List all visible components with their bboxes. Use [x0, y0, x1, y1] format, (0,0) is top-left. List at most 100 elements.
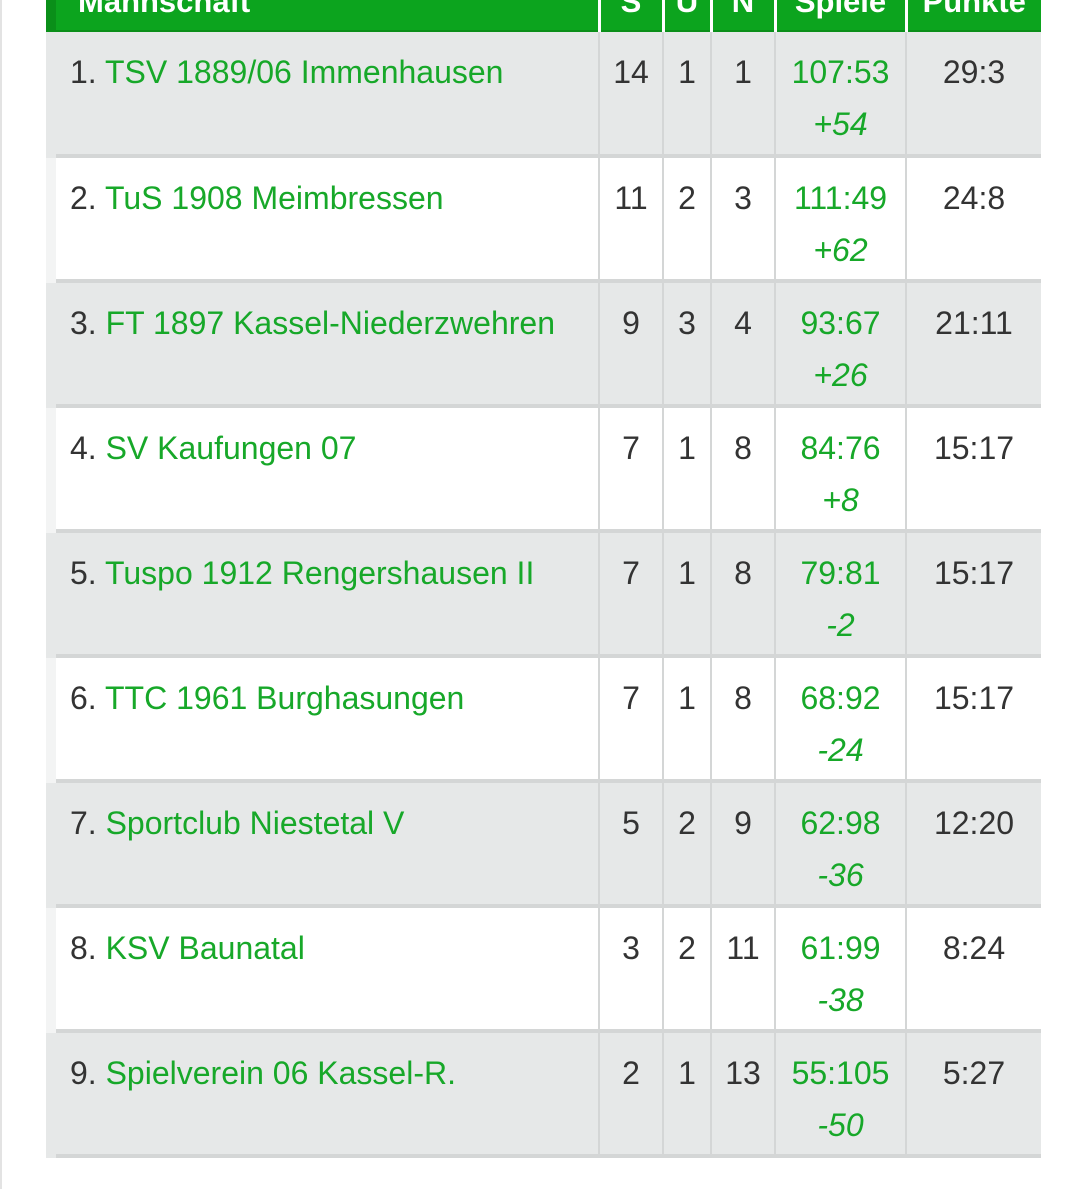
games-cell[interactable]: 61:99 -38 — [775, 906, 907, 1033]
team-cell: 5. Tuspo 1912 Rengershausen II — [46, 531, 600, 658]
table-row: 3. FT 1897 Kassel-Niederzwehren 9 3 4 93:67 +… — [46, 281, 1041, 408]
losses-cell: 13 — [711, 1031, 776, 1158]
team-cell: 3. FT 1897 Kassel-Niederzwehren — [46, 281, 600, 408]
table-body: 1. TSV 1889/06 Immenhausen 14 1 1 107:53 +54 2… — [46, 31, 1041, 1158]
team-link[interactable]: Tuspo 1912 Rengershausen II — [105, 555, 535, 591]
games-score[interactable]: 84:76 — [800, 430, 881, 466]
draws-cell: 1 — [663, 406, 712, 533]
wins-cell: 14 — [599, 31, 664, 158]
header-team[interactable]: Mannschaft — [46, 0, 601, 32]
games-cell[interactable]: 79:81 -2 — [775, 531, 907, 658]
games-difference: -24 — [817, 732, 864, 768]
rank: 9. — [70, 1055, 97, 1091]
team-link[interactable]: TSV 1889/06 Immenhausen — [105, 54, 504, 90]
draws-cell: 3 — [663, 281, 712, 408]
team-link[interactable]: KSV Baunatal — [105, 930, 305, 966]
games-cell[interactable]: 62:98 -36 — [775, 781, 907, 908]
table-row: 9. Spielverein 06 Kassel-R. 2 1 13 55:105 -50… — [46, 1031, 1041, 1158]
games-cell[interactable]: 84:76 +8 — [775, 406, 907, 533]
rank: 7. — [70, 805, 97, 841]
wins-cell: 9 — [599, 281, 664, 408]
losses-cell: 11 — [711, 906, 776, 1033]
games-score[interactable]: 111:49 — [793, 180, 888, 216]
games-score[interactable]: 93:67 — [800, 305, 881, 341]
rank: 2. — [70, 180, 97, 216]
wins-cell: 2 — [599, 1031, 664, 1158]
points-cell: 15:17 — [906, 531, 1041, 658]
team-link[interactable]: Sportclub Niestetal V — [105, 805, 405, 841]
table-row: 7. Sportclub Niestetal V 5 2 9 62:98 -36 12:20 — [46, 781, 1041, 908]
losses-cell: 8 — [711, 656, 776, 783]
games-difference: -50 — [817, 1107, 864, 1143]
games-score[interactable]: 62:98 — [800, 805, 881, 841]
team-link[interactable]: TuS 1908 Meimbressen — [105, 180, 444, 216]
games-cell[interactable]: 111:49 +62 — [775, 156, 907, 283]
losses-cell: 3 — [711, 156, 776, 283]
header-draws[interactable]: U — [663, 0, 713, 32]
points-cell: 5:27 — [906, 1031, 1041, 1158]
losses-cell: 1 — [711, 31, 776, 158]
games-difference: +54 — [813, 106, 868, 142]
standings-table: Mannschaft S U N Spiele Punkte 1. TSV 18… — [46, 0, 1041, 1158]
games-score[interactable]: 55:105 — [791, 1055, 890, 1091]
losses-cell: 8 — [711, 531, 776, 658]
losses-cell: 8 — [711, 406, 776, 533]
draws-cell: 2 — [663, 781, 712, 908]
rank: 3. — [70, 305, 97, 341]
rank: 4. — [70, 430, 97, 466]
games-score[interactable]: 79:81 — [800, 555, 881, 591]
games-score[interactable]: 61:99 — [800, 930, 881, 966]
draws-cell: 2 — [663, 156, 712, 283]
draws-cell: 1 — [663, 31, 712, 158]
rank: 8. — [70, 930, 97, 966]
points-cell: 8:24 — [906, 906, 1041, 1033]
team-link[interactable]: FT 1897 Kassel-Niederzwehren — [105, 305, 555, 341]
team-link[interactable]: SV Kaufungen 07 — [105, 430, 357, 466]
draws-cell: 1 — [663, 531, 712, 658]
games-cell[interactable]: 55:105 -50 — [775, 1031, 907, 1158]
draws-cell: 1 — [663, 656, 712, 783]
team-cell: 1. TSV 1889/06 Immenhausen — [46, 31, 600, 158]
points-cell: 15:17 — [906, 406, 1041, 533]
points-cell: 12:20 — [906, 781, 1041, 908]
team-link[interactable]: TTC 1961 Burghasungen — [105, 680, 465, 716]
points-cell: 15:17 — [906, 656, 1041, 783]
rank: 5. — [70, 555, 97, 591]
table-row: 6. TTC 1961 Burghasungen 7 1 8 68:92 -24 15:17 — [46, 656, 1041, 783]
points-cell: 29:3 — [906, 31, 1041, 158]
team-link[interactable]: Spielverein 06 Kassel-R. — [105, 1055, 456, 1091]
games-score[interactable]: 107:53 — [791, 54, 890, 90]
header-losses[interactable]: N — [711, 0, 777, 32]
header-wins[interactable]: S — [599, 0, 665, 32]
games-difference: -38 — [817, 982, 864, 1018]
wins-cell: 7 — [599, 531, 664, 658]
rank: 1. — [70, 54, 97, 90]
games-cell[interactable]: 68:92 -24 — [775, 656, 907, 783]
team-cell: 8. KSV Baunatal — [46, 906, 600, 1033]
games-difference: -36 — [817, 857, 864, 893]
games-difference: -2 — [826, 607, 855, 643]
standings-table-wrapper: Mannschaft S U N Spiele Punkte 1. TSV 18… — [46, 0, 1041, 1158]
wins-cell: 7 — [599, 656, 664, 783]
header-games[interactable]: Spiele — [775, 0, 908, 32]
games-score[interactable]: 68:92 — [800, 680, 881, 716]
table-row: 2. TuS 1908 Meimbressen 11 2 3 111:49 +62 24:8 — [46, 156, 1041, 283]
table-row: 5. Tuspo 1912 Rengershausen II 7 1 8 79:81 -2… — [46, 531, 1041, 658]
left-divider — [0, 0, 2, 1189]
points-cell: 24:8 — [906, 156, 1041, 283]
games-difference: +26 — [813, 357, 868, 393]
games-cell[interactable]: 93:67 +26 — [775, 281, 907, 408]
games-cell[interactable]: 107:53 +54 — [775, 31, 907, 158]
losses-cell: 4 — [711, 281, 776, 408]
table-row: 4. SV Kaufungen 07 7 1 8 84:76 +8 15:17 — [46, 406, 1041, 533]
team-cell: 4. SV Kaufungen 07 — [46, 406, 600, 533]
games-difference: +8 — [822, 482, 859, 518]
wins-cell: 11 — [599, 156, 664, 283]
draws-cell: 1 — [663, 1031, 712, 1158]
wins-cell: 7 — [599, 406, 664, 533]
team-cell: 2. TuS 1908 Meimbressen — [46, 156, 600, 283]
wins-cell: 3 — [599, 906, 664, 1033]
wins-cell: 5 — [599, 781, 664, 908]
header-points[interactable]: Punkte — [906, 0, 1041, 32]
